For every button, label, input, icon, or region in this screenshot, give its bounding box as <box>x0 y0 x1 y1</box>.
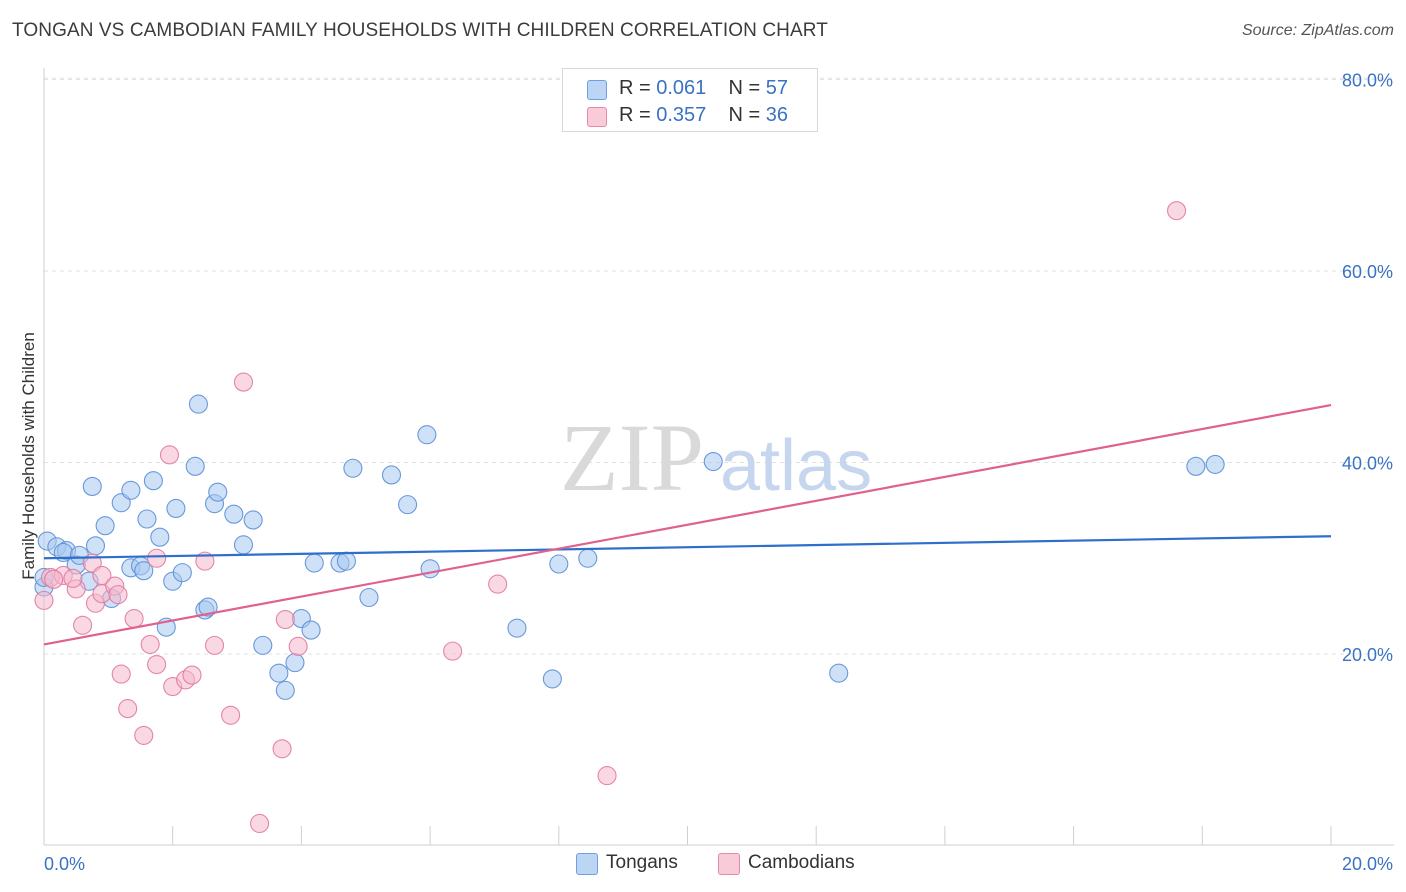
bottom-legend-label-cambodians: Cambodians <box>748 852 855 873</box>
watermark-zip: ZIP <box>560 404 704 511</box>
cambodian-point <box>288 636 308 656</box>
cambodian-point <box>140 634 160 654</box>
tongan-point <box>233 535 254 555</box>
tongan-point <box>269 663 289 683</box>
tongan-point <box>336 551 356 571</box>
tongan-point <box>188 394 208 414</box>
tongan-point <box>420 559 440 579</box>
grid-lines <box>44 77 1394 655</box>
bottom-legend-swatch-tongans <box>576 853 598 875</box>
cambodian-point <box>204 635 225 655</box>
bottom-legend-label-tongans: Tongans <box>606 852 678 873</box>
legend-n-label: N = <box>728 104 761 126</box>
tongan-point <box>398 495 418 515</box>
tongan-point <box>275 680 295 700</box>
legend-n-value: 36 <box>765 104 789 126</box>
tongan-point <box>578 548 598 568</box>
watermark-atlas: atlas <box>720 426 872 506</box>
tongan-point <box>549 554 569 574</box>
tongan-trend-line <box>43 535 1332 560</box>
cambodian-point <box>221 705 241 725</box>
cambodian-point <box>159 445 180 465</box>
tongan-point <box>208 482 228 502</box>
tongan-point <box>137 509 157 529</box>
tongan-point <box>1186 456 1206 476</box>
cambodian-point <box>597 766 617 786</box>
tongan-point <box>166 498 186 519</box>
cambodian-point <box>118 699 138 719</box>
x-tick-label: 20.0% <box>1342 854 1393 874</box>
cambodian-point <box>488 574 508 594</box>
tongan-point <box>143 471 163 491</box>
tongan-point <box>703 451 723 472</box>
y-tick-label: 80.0% <box>1342 71 1393 91</box>
cambodian-point <box>34 590 54 610</box>
tongan-point <box>301 620 321 640</box>
legend-swatch-tongans <box>587 80 607 100</box>
legend-n-value: 57 <box>765 77 789 99</box>
y-tick-label: 40.0% <box>1342 454 1393 474</box>
tongan-point <box>198 597 218 617</box>
tongan-point <box>343 458 363 478</box>
cambodian-point <box>73 615 93 635</box>
cambodian-point <box>250 813 270 834</box>
tongan-point <box>121 480 141 500</box>
trend-lines <box>43 403 1332 646</box>
tongan-point <box>285 653 305 673</box>
tongan-point <box>82 476 102 496</box>
cambodian-point <box>108 585 128 605</box>
tongan-point <box>507 618 527 638</box>
tongan-point <box>359 587 379 608</box>
cambodian-point <box>44 569 64 589</box>
y-tick-label: 20.0% <box>1342 645 1393 665</box>
cambodian-point <box>233 372 254 392</box>
x-tick-label: 0.0% <box>44 854 85 874</box>
axes <box>43 68 1394 846</box>
tongan-point <box>253 635 273 655</box>
cambodian-point <box>124 609 144 629</box>
bottom-legend-swatch-cambodians <box>718 853 740 875</box>
cambodian-point <box>111 664 131 684</box>
watermark: ZIP atlas <box>560 404 872 511</box>
tongan-point <box>304 553 324 573</box>
cambodian-point <box>147 548 167 568</box>
tongan-point <box>381 465 402 485</box>
cambodian-point <box>147 654 167 675</box>
tongan-point <box>417 425 437 445</box>
tongan-point <box>542 669 562 689</box>
y-tick-label: 60.0% <box>1342 262 1393 282</box>
legend-swatch-cambodians <box>587 107 607 127</box>
tick-labels: 20.0% 40.0% 60.0% 80.0% 0.0% 20.0% <box>44 71 1393 875</box>
cambodian-point <box>134 725 154 745</box>
y-axis-label: Family Households with Children <box>19 332 38 580</box>
legend-r-label: R = <box>619 77 651 99</box>
cambodian-point <box>1167 201 1187 221</box>
tongan-point <box>134 561 154 581</box>
chart-title: TONGAN VS CAMBODIAN FAMILY HOUSEHOLDS WI… <box>12 20 828 41</box>
cambodian-point <box>272 739 292 759</box>
legend-r-value: 0.061 <box>656 77 707 99</box>
tongan-point <box>1205 454 1225 474</box>
tongan-point <box>95 516 115 536</box>
legend-n-label: N = <box>728 77 761 99</box>
cambodian-point <box>182 665 202 685</box>
data-points <box>34 201 1225 834</box>
tongan-point <box>243 510 263 530</box>
tongan-point <box>829 663 849 683</box>
tongan-point <box>224 504 244 524</box>
source-label: Source: ZipAtlas.com <box>1241 22 1394 39</box>
legend-r-value: 0.357 <box>656 104 707 126</box>
tongan-point <box>150 527 170 547</box>
tongan-point <box>185 456 205 476</box>
cambodian-point <box>443 641 463 661</box>
cambodian-point <box>63 568 83 588</box>
cambodian-point <box>275 609 295 630</box>
stats-legend: R = 0.061 N = 57 R = 0.357 N = 36 <box>562 68 818 132</box>
legend-r-label: R = <box>619 104 651 126</box>
tongan-point <box>85 536 106 556</box>
cambodian-trend-line <box>43 403 1332 646</box>
cambodian-point <box>92 565 112 586</box>
tongan-point <box>172 563 192 583</box>
